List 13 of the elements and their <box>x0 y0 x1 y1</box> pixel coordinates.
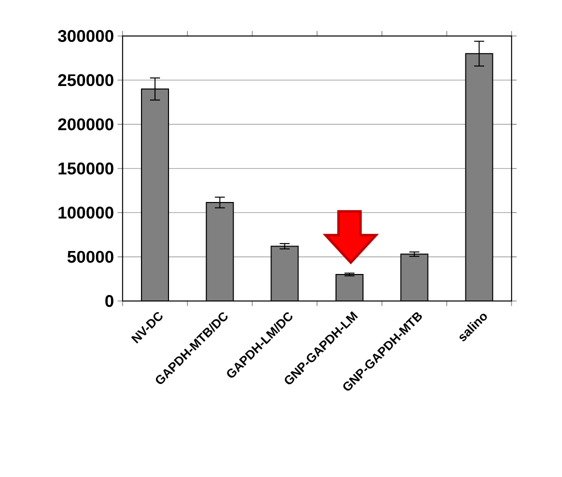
y-tick-label: 150000 <box>58 162 114 174</box>
y-tick-label: 250000 <box>58 74 114 86</box>
bar <box>336 274 364 301</box>
bar <box>400 254 428 301</box>
y-tick-label: 50000 <box>67 250 114 263</box>
bar <box>206 202 234 301</box>
y-tick-label: 200000 <box>58 118 114 130</box>
bar <box>465 53 494 301</box>
y-tick-label: 100000 <box>58 206 114 219</box>
bar <box>141 88 170 301</box>
y-tick-label: 0 <box>105 294 114 307</box>
bar <box>270 246 299 301</box>
y-tick-label: 300000 <box>58 30 114 42</box>
